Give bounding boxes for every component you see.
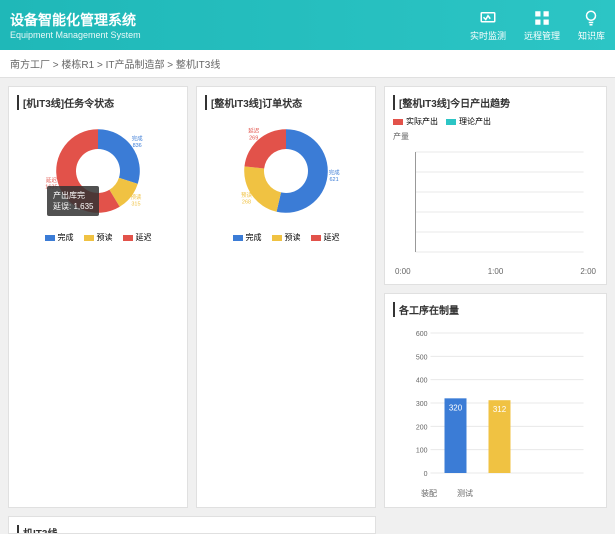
panel-title: [机IT3线]任务令状态 xyxy=(17,95,179,110)
svg-text:500: 500 xyxy=(416,354,428,361)
svg-text:100: 100 xyxy=(416,448,428,455)
svg-text:315: 315 xyxy=(131,201,140,207)
panel-order-status: [整机IT3线]订单状态 完成621预读268延迟269 完成 预读 延迟 xyxy=(196,86,376,508)
chart-legend: 完成 预读 延迟 xyxy=(233,232,340,243)
trend-ylabel: 产量 xyxy=(393,131,598,142)
breadcrumb-item[interactable]: 楼栋R1 xyxy=(61,60,94,71)
bar-category: 装配 xyxy=(421,488,437,499)
legend-label: 完成 xyxy=(246,232,262,243)
legend-label: 预读 xyxy=(97,232,113,243)
legend-label: 完成 xyxy=(58,232,74,243)
svg-text:300: 300 xyxy=(416,401,428,408)
header-title-block: 设备智能化管理系统 Equipment Management System xyxy=(10,10,141,40)
legend-item[interactable]: 预读 xyxy=(272,232,301,243)
legend-item[interactable]: 完成 xyxy=(233,232,262,243)
legend-label: 延迟 xyxy=(136,232,152,243)
breadcrumb-item[interactable]: IT产品制造部 xyxy=(106,60,165,71)
breadcrumb-item[interactable]: 南方工厂 xyxy=(10,60,50,71)
legend-swatch xyxy=(123,235,133,241)
trend-xlabels: 0:00 1:00 2:00 xyxy=(393,267,598,276)
svg-text:400: 400 xyxy=(416,378,428,385)
tooltip-line: 延误: 1,635 xyxy=(53,201,93,212)
legend-swatch xyxy=(233,235,243,241)
header-nav: 实时监测 远程管理 知识库 xyxy=(470,9,605,42)
svg-text:621: 621 xyxy=(329,177,338,183)
svg-text:836: 836 xyxy=(133,143,142,149)
panel-title: 机IT3线 xyxy=(17,525,367,534)
legend-swatch xyxy=(45,235,55,241)
panel-wip: 各工序在制量 0 100 200 300 400 500 600 320 312 装配 测试 xyxy=(384,293,607,508)
legend-item[interactable]: 延迟 xyxy=(311,232,340,243)
nav-realtime-monitor[interactable]: 实时监测 xyxy=(470,9,506,42)
bar-xlabels: 装配 测试 xyxy=(393,488,598,499)
svg-text:0: 0 xyxy=(424,471,428,478)
legend-label: 延迟 xyxy=(324,232,340,243)
svg-text:268: 268 xyxy=(242,199,251,205)
nav-knowledge[interactable]: 知识库 xyxy=(578,9,605,42)
app-title: 设备智能化管理系统 xyxy=(10,10,141,30)
legend-label: 预读 xyxy=(285,232,301,243)
legend-item[interactable]: 完成 xyxy=(45,232,74,243)
panel-task-status: [机IT3线]任务令状态 完成836预读315延迟1635 产出库完 延误: 1… xyxy=(8,86,188,508)
svg-text:320: 320 xyxy=(449,403,463,412)
svg-text:200: 200 xyxy=(416,424,428,431)
legend-item[interactable]: 预读 xyxy=(84,232,113,243)
legend-swatch xyxy=(393,119,403,125)
legend-swatch xyxy=(446,119,456,125)
panel-title: [整机IT3线]订单状态 xyxy=(205,95,367,110)
nav-label: 知识库 xyxy=(578,29,605,42)
content-grid: [机IT3线]任务令状态 完成836预读315延迟1635 产出库完 延误: 1… xyxy=(0,78,615,500)
xtick: 1:00 xyxy=(488,267,504,276)
svg-text:600: 600 xyxy=(416,331,428,338)
bulb-icon xyxy=(582,9,600,27)
xtick: 0:00 xyxy=(395,267,411,276)
nav-remote-manage[interactable]: 远程管理 xyxy=(524,9,560,42)
panel-line-view: 机IT3线 安全状态 故障状态 警告状态 料 xyxy=(8,516,376,534)
donut-svg: 完成621 预读268 延迟269 xyxy=(231,116,341,226)
grid-icon xyxy=(533,9,551,27)
legend-swatch xyxy=(311,235,321,241)
svg-text:延迟: 延迟 xyxy=(46,176,58,184)
panel-title: 各工序在制量 xyxy=(393,302,598,317)
legend-item[interactable]: 理论产出 xyxy=(446,116,491,127)
legend-label: 理论产出 xyxy=(459,116,491,127)
svg-text:312: 312 xyxy=(493,405,507,414)
breadcrumb-item[interactable]: 整机IT3线 xyxy=(176,60,220,71)
tooltip-title: 产出库完 xyxy=(53,190,93,201)
panel-title: [整机IT3线]今日产出趋势 xyxy=(393,95,598,110)
nav-label: 远程管理 xyxy=(524,29,560,42)
svg-text:完成: 完成 xyxy=(132,134,144,142)
bar-category: 测试 xyxy=(457,488,473,499)
svg-text:269: 269 xyxy=(249,135,258,141)
svg-text:完成: 完成 xyxy=(329,168,341,176)
nav-label: 实时监测 xyxy=(470,29,506,42)
svg-text:预读: 预读 xyxy=(130,193,142,201)
svg-text:延迟: 延迟 xyxy=(248,127,260,135)
legend-item[interactable]: 实际产出 xyxy=(393,116,438,127)
legend-swatch xyxy=(272,235,282,241)
donut-chart-task: 完成836预读315延迟1635 产出库完 延误: 1,635 完成 预读 延迟 xyxy=(17,116,179,243)
donut-chart-order: 完成621预读268延迟269 完成 预读 延迟 xyxy=(205,116,367,243)
chart-tooltip: 产出库完 延误: 1,635 xyxy=(47,186,99,216)
breadcrumb: 南方工厂 > 楼栋R1 > IT产品制造部 > 整机IT3线 xyxy=(0,50,615,78)
legend-label: 实际产出 xyxy=(406,116,438,127)
xtick: 2:00 xyxy=(580,267,596,276)
bar-svg: 0 100 200 300 400 500 600 320 312 xyxy=(393,323,598,483)
app-subtitle: Equipment Management System xyxy=(10,30,141,40)
monitor-icon xyxy=(479,9,497,27)
trend-svg xyxy=(393,142,598,262)
legend-swatch xyxy=(84,235,94,241)
app-header: 设备智能化管理系统 Equipment Management System 实时… xyxy=(0,0,615,50)
trend-legend: 实际产出 理论产出 xyxy=(393,116,598,127)
legend-item[interactable]: 延迟 xyxy=(123,232,152,243)
svg-text:预读: 预读 xyxy=(241,191,253,199)
chart-legend: 完成 预读 延迟 xyxy=(45,232,152,243)
panel-trend: [整机IT3线]今日产出趋势 实际产出 理论产出 产量 0:00 1:00 2:… xyxy=(384,86,607,285)
